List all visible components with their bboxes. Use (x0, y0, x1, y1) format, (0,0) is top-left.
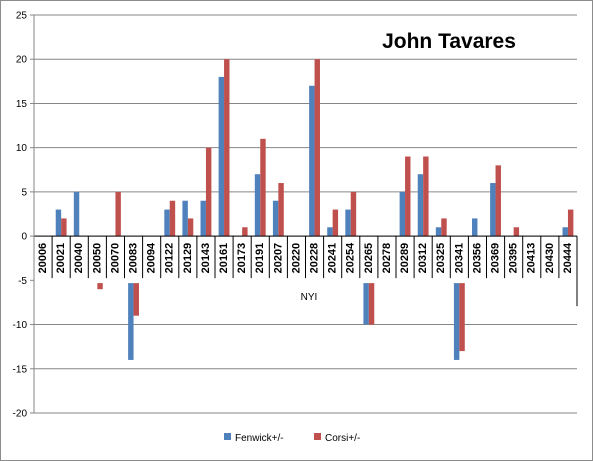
group-label: NYI (301, 292, 318, 303)
y-axis: -20 -15 -10 -5 0 5 10 15 20 25 (13, 11, 35, 420)
bar-corsi (567, 209, 574, 237)
bars (37, 59, 574, 360)
bar-fenwick (562, 227, 568, 237)
legend-swatch (224, 433, 231, 440)
bar-corsi (278, 183, 284, 237)
bar-corsi (495, 165, 501, 237)
bar-corsi (205, 147, 212, 237)
category-label: 20289 (399, 243, 411, 274)
category-label: 20369 (489, 243, 501, 274)
y-tick-label: -10 (13, 320, 28, 331)
bar-corsi (441, 218, 447, 237)
category-label: 20395 (508, 243, 520, 274)
bar-fenwick (128, 236, 134, 360)
category-label: 20143 (200, 243, 212, 274)
category-label-band: 20006 20021 20040 20050 20070 20083 20094 20122… (33, 235, 578, 307)
y-tick-label: 10 (16, 143, 28, 154)
bar-corsi (332, 209, 339, 237)
category-label: 20040 (73, 243, 85, 274)
legend: Fenwick+/- Corsi+/- (224, 433, 360, 444)
bar-corsi (115, 191, 121, 237)
bar-fenwick (182, 200, 188, 237)
bar-fenwick (164, 209, 170, 237)
bar-fenwick (453, 236, 460, 360)
y-tick-label: 25 (16, 11, 28, 22)
bar-fenwick (272, 200, 279, 237)
bar-fenwick (435, 227, 442, 237)
bar-fenwick (490, 183, 496, 237)
category-label: 20228 (308, 243, 320, 274)
y-tick-label: 0 (21, 232, 27, 243)
bar-fenwick (327, 227, 333, 237)
category-label: 20341 (453, 243, 465, 274)
category-label: 20325 (435, 243, 447, 274)
bar-fenwick (254, 174, 261, 237)
category-label: 20312 (417, 243, 429, 274)
bar-fenwick (309, 85, 315, 237)
category-label: 20254 (345, 242, 357, 273)
category-label: 20122 (164, 243, 176, 274)
category-label: 20278 (381, 243, 393, 274)
y-tick-label: 5 (21, 187, 27, 198)
category-label: 20070 (109, 243, 121, 274)
legend-label: Corsi+/- (325, 433, 360, 444)
legend-swatch (314, 433, 321, 440)
category-label: 20173 (236, 243, 248, 274)
bar-corsi (314, 59, 320, 237)
category-label: 20021 (55, 243, 67, 274)
bar-fenwick (417, 174, 424, 237)
bar-fenwick (55, 209, 62, 237)
category-label: 20083 (127, 243, 139, 274)
y-tick-label: -5 (18, 276, 27, 287)
category-label: 20050 (91, 243, 103, 274)
category-label: 20430 (544, 243, 556, 274)
gridlines (34, 14, 577, 414)
category-label: 20444 (562, 242, 574, 273)
bar-corsi (423, 156, 429, 237)
bar-corsi (405, 156, 411, 237)
category-label: 20006 (37, 243, 49, 274)
category-label: 20129 (182, 243, 194, 274)
legend-label: Fenwick+/- (235, 433, 284, 444)
bar-corsi (350, 191, 357, 237)
bar-corsi (513, 227, 520, 237)
category-label: 20356 (471, 243, 483, 274)
y-tick-label: -15 (13, 364, 28, 375)
category-label: 20207 (272, 243, 284, 274)
bar-corsi (260, 138, 266, 237)
bar-fenwick (472, 218, 478, 237)
bar-fenwick (345, 209, 351, 237)
category-label: 20094 (146, 242, 158, 273)
bar-fenwick (218, 76, 225, 237)
category-label: 20413 (526, 243, 538, 274)
bar-corsi (61, 218, 67, 237)
bar-corsi (224, 59, 230, 237)
y-tick-label: -20 (13, 409, 28, 420)
category-label: 20220 (290, 243, 302, 274)
category-label: 20191 (254, 243, 266, 274)
bar-fenwick (399, 191, 406, 237)
bar-corsi (459, 236, 465, 352)
y-tick-label: 20 (16, 55, 28, 66)
chart-title: John Tavares (382, 30, 516, 53)
bar-fenwick (73, 191, 80, 237)
bar-corsi (242, 227, 248, 237)
y-tick-label: 15 (16, 99, 28, 110)
category-label: 20161 (218, 243, 230, 274)
category-label: 20265 (363, 243, 375, 274)
category-label: 20241 (327, 243, 339, 274)
bar-corsi (187, 218, 194, 237)
bar-fenwick (200, 200, 206, 237)
bar-corsi (169, 200, 176, 237)
